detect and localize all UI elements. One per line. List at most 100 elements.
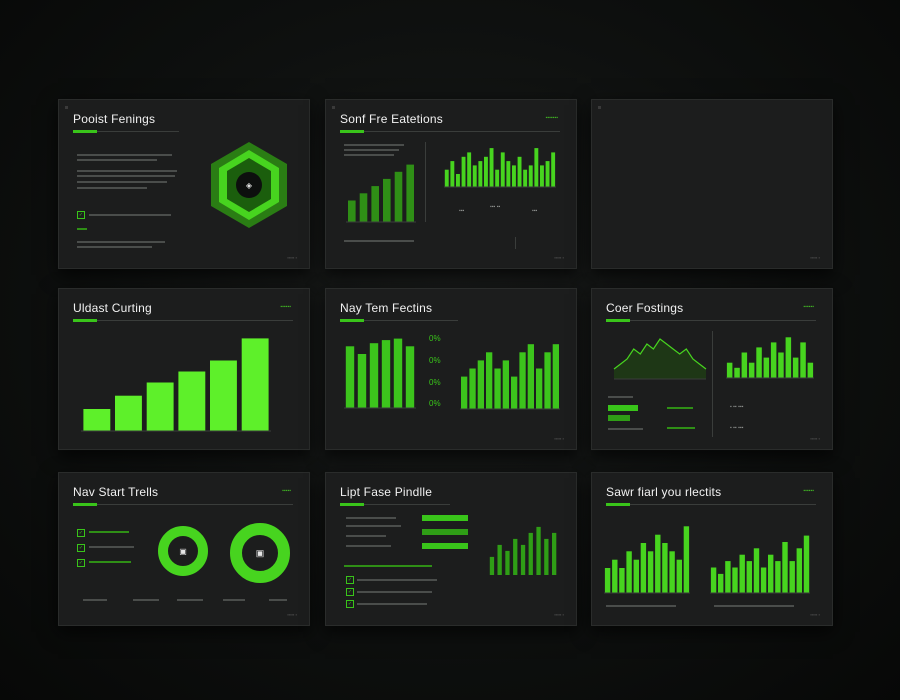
bar	[210, 360, 237, 431]
bar	[655, 534, 661, 593]
slide-footer: ▪▪▪▪▪ ▪	[810, 255, 820, 260]
bar	[746, 561, 752, 593]
slide-tag: ▪▪▪▪▪▪	[803, 304, 814, 310]
bar	[739, 554, 745, 593]
progress-bar	[608, 415, 630, 421]
bar	[505, 550, 510, 575]
bar-chart-right	[710, 535, 810, 594]
donut-chart-right: ▣	[230, 523, 290, 583]
bar	[359, 193, 368, 222]
stat-label: ▪▪▪	[459, 208, 465, 214]
check-icon: ✓	[77, 529, 85, 537]
bar	[552, 344, 559, 409]
stat-label: ▪ ▪▪ ▪▪▪	[730, 404, 744, 410]
title-underline	[73, 319, 293, 322]
bar	[450, 161, 455, 187]
bar	[472, 165, 477, 187]
slide-footer: ▪▪▪▪▪ ▪	[554, 255, 564, 260]
bar-chart	[726, 337, 814, 379]
bar	[536, 526, 541, 575]
title-underline	[340, 503, 450, 506]
bar	[640, 543, 647, 593]
bar	[348, 200, 356, 222]
slide-card-9[interactable]: Sawr fiarl you rlectits ▪▪▪▪▪▪ ▪▪▪▪▪ ▪	[591, 472, 833, 626]
slide-card-1[interactable]: Pooist Fenings ✓ ◈ ▪▪▪▪▪ ▪	[58, 99, 310, 269]
slide-card-3[interactable]: ▪▪▪▪▪ ▪	[591, 99, 833, 269]
bar	[807, 362, 814, 378]
bar	[497, 544, 502, 575]
slide-title: Sonf Fre Eatetions	[340, 112, 443, 126]
slide-title: Nay Tem Fectins	[340, 301, 433, 315]
bar	[732, 567, 738, 593]
percent-label: 0%	[429, 334, 441, 343]
bar	[517, 156, 522, 187]
bar	[718, 573, 724, 593]
bar	[551, 152, 556, 187]
bar	[604, 568, 611, 593]
bar-chart	[81, 338, 271, 432]
bar	[520, 544, 526, 575]
bar	[528, 532, 533, 575]
svg-text:◈: ◈	[246, 181, 253, 190]
check-icon: ✓	[77, 559, 85, 567]
bar	[461, 156, 466, 187]
slide-card-8[interactable]: Lipt Fase Pindlle ✓ ✓ ✓ ▪▪▪▪▪ ▪	[325, 472, 577, 626]
slide-card-2[interactable]: Sonf Fre Eatetions ▪▪▪▪▪▪▪ ▪▪▪ ▪▪▪ ▪▪ ▪▪…	[325, 99, 577, 269]
area-fill	[614, 339, 706, 379]
slide-footer: ▪▪▪▪▪ ▪	[554, 436, 564, 441]
series-line	[613, 338, 707, 370]
slide-card-5[interactable]: Nay Tem Fectins 0% 0% 0% 0% ▪▪▪▪▪ ▪	[325, 288, 577, 450]
bar	[511, 376, 518, 409]
bar	[512, 165, 516, 187]
bar	[800, 342, 806, 378]
bar	[796, 548, 802, 593]
bar	[83, 409, 111, 431]
slide-card-4[interactable]: Uldast Curting ▪▪▪▪▪▪	[58, 288, 310, 450]
slide-tag: ▪▪▪▪▪▪	[280, 304, 291, 310]
bar	[662, 543, 668, 593]
check-icon: ✓	[77, 211, 85, 219]
bar	[612, 559, 618, 593]
bar	[519, 352, 526, 409]
slide-title: Nav Start Trells	[73, 485, 159, 499]
title-underline	[340, 130, 560, 133]
check-icon: ✓	[346, 576, 354, 584]
bar	[633, 559, 639, 593]
bar	[792, 357, 799, 378]
slide-tag: ▪▪▪▪▪	[282, 488, 291, 494]
corner-dot	[598, 106, 601, 109]
title-underline	[606, 503, 816, 506]
slide-footer: ▪▪▪▪▪ ▪	[810, 612, 820, 617]
bar	[381, 340, 391, 408]
bar	[768, 554, 774, 593]
percent-label: 0%	[429, 399, 441, 408]
slide-footer: ▪▪▪▪▪ ▪	[287, 255, 297, 260]
slide-card-7[interactable]: Nav Start Trells ▪▪▪▪▪ ✓ ✓ ✓ ▣ ▣ ▪▪▪▪▪ ▪	[58, 472, 310, 626]
bar	[486, 352, 493, 409]
bar	[444, 169, 449, 187]
slide-card-6[interactable]: Coer Fostings ▪▪▪▪▪▪ ▪ ▪▪ ▪▪▪ ▪ ▪▪ ▪▪▪ ▪…	[591, 288, 833, 450]
bar	[495, 169, 500, 187]
bar	[753, 548, 760, 593]
bar	[469, 368, 476, 409]
bar	[545, 161, 550, 187]
bar	[394, 171, 403, 222]
bar	[241, 338, 269, 431]
bar	[115, 395, 142, 431]
bar	[502, 360, 509, 409]
bar	[756, 347, 762, 378]
bar	[544, 538, 549, 575]
percent-label: 0%	[429, 378, 441, 387]
slide-title: Uldast Curting	[73, 301, 152, 315]
bar	[683, 526, 690, 593]
bar	[467, 152, 472, 187]
bar	[782, 542, 788, 593]
bar	[484, 156, 488, 187]
bar-chart-3d	[489, 526, 557, 575]
stat-label: ▪ ▪▪ ▪▪▪	[730, 425, 744, 431]
check-icon: ✓	[346, 588, 354, 596]
bar	[461, 376, 468, 409]
bar	[760, 567, 767, 593]
bar	[552, 532, 557, 575]
bar-chart-right	[460, 344, 560, 410]
